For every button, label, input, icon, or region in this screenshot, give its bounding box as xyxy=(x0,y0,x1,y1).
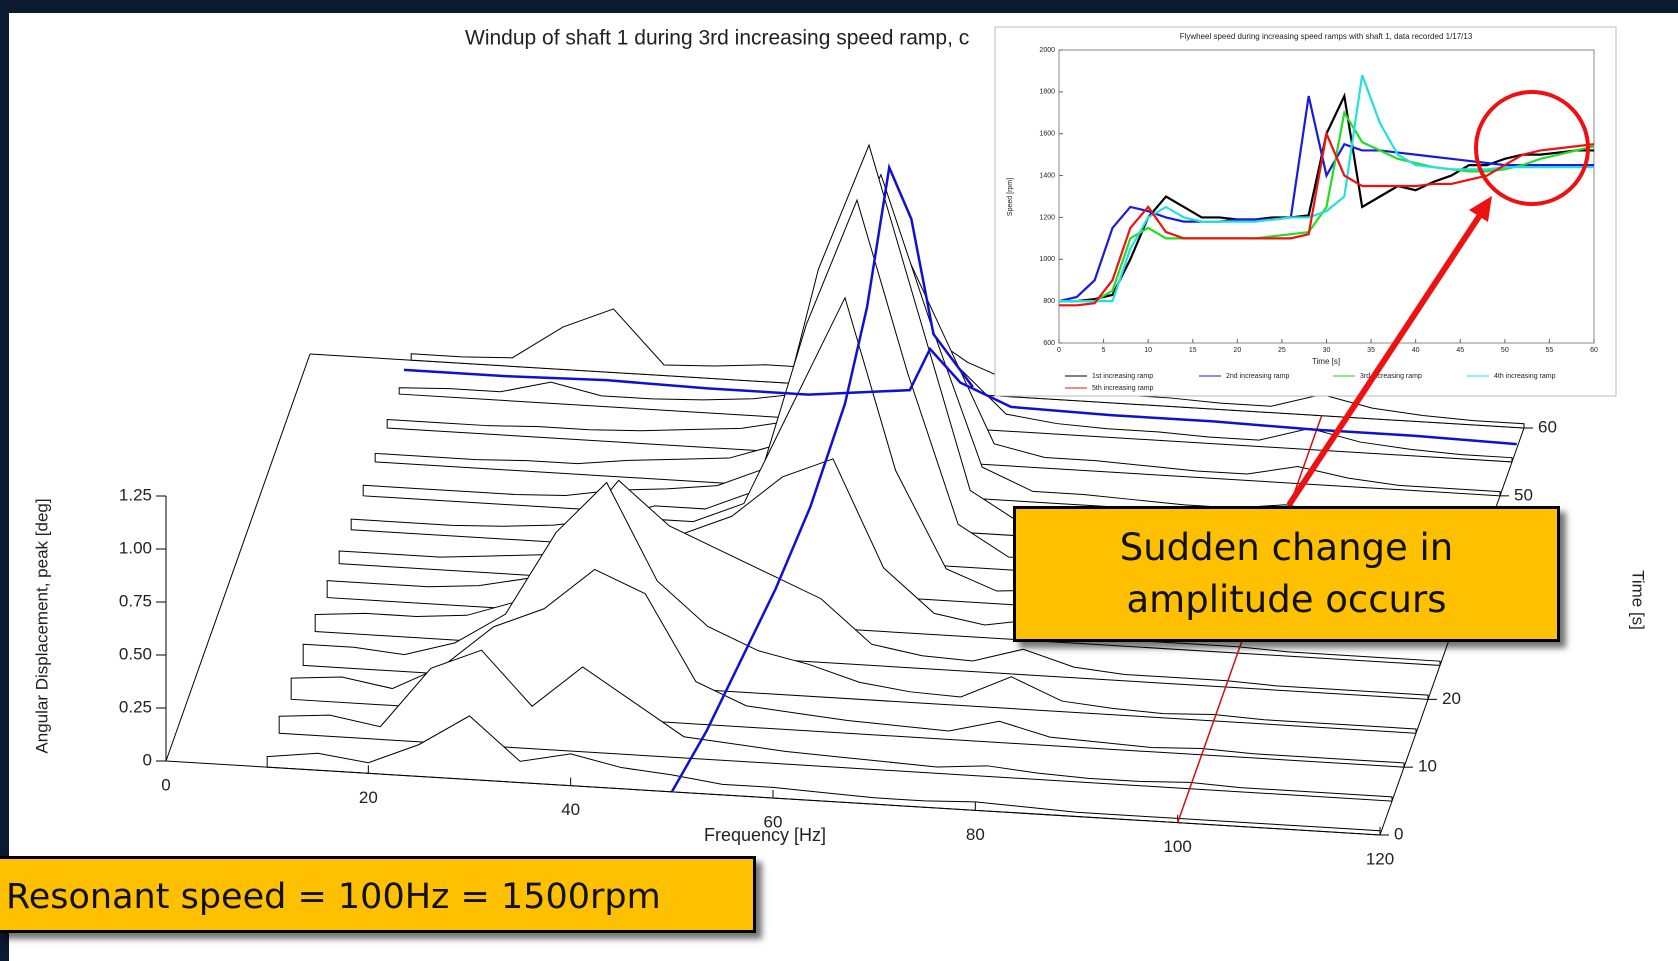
highlight-circle xyxy=(1474,90,1590,206)
x-tick-label: 55 xyxy=(1546,347,1554,354)
x-tick-label: 10 xyxy=(1144,347,1152,354)
legend-label: 5th increasing ramp xyxy=(1092,385,1154,392)
y-tick-label: 10 xyxy=(1418,757,1437,776)
inset-chart: Flywheel speed during increasing speed r… xyxy=(994,26,1617,397)
legend-label: 1st increasing ramp xyxy=(1092,373,1153,380)
waterfall-title: Windup of shaft 1 during 3rd increasing … xyxy=(465,27,969,50)
highlight-trace xyxy=(670,163,974,793)
annotation-line: amplitude occurs xyxy=(1126,578,1447,621)
annotation-line: Sudden change in xyxy=(1119,526,1454,569)
floor-edge xyxy=(165,353,311,762)
y-tick-label: 1000 xyxy=(1039,256,1055,263)
legend-label: 2nd increasing ramp xyxy=(1226,373,1290,380)
y-tick-label: 1800 xyxy=(1039,89,1055,96)
x-tick-label: 45 xyxy=(1456,347,1464,354)
inset-y-label: Speed [rpm] xyxy=(1007,178,1014,216)
x-tick-label: 25 xyxy=(1278,347,1286,354)
y-tick-label: 60 xyxy=(1538,417,1557,436)
x-tick-label: 5 xyxy=(1102,347,1106,354)
x-tick-label: 0 xyxy=(1057,347,1061,354)
annotation-box: Sudden change in amplitude occurs xyxy=(1013,506,1560,642)
x-axis-label: Frequency [Hz] xyxy=(704,825,826,845)
y-tick-label: 2000 xyxy=(1039,47,1055,54)
y-tick-label: 1400 xyxy=(1039,172,1055,179)
spectrum-trace xyxy=(278,649,1393,802)
y-axis-label: Time [s] xyxy=(1629,570,1648,630)
series-line xyxy=(1059,109,1595,303)
spectrum-trace xyxy=(266,715,1381,836)
x-tick-label: 40 xyxy=(561,800,580,819)
spectrum-trace xyxy=(290,568,1405,768)
waterfall: 00.250.500.751.001.250204060801001200102… xyxy=(119,143,1557,868)
x-tick-label: 80 xyxy=(966,825,985,844)
x-tick-label: 40 xyxy=(1412,347,1420,354)
x-tick-label: 50 xyxy=(1501,347,1509,354)
x-tick-label: 20 xyxy=(359,788,378,807)
y-tick-label: 1200 xyxy=(1039,214,1055,221)
series-line xyxy=(1059,129,1595,307)
x-tick-label: 120 xyxy=(1366,849,1394,868)
x-tick-label: 60 xyxy=(1590,347,1598,354)
x-tick-label: 0 xyxy=(161,775,170,794)
z-tick-label: 0.25 xyxy=(119,697,152,716)
z-tick-label: 0.50 xyxy=(119,644,152,663)
z-tick-label: 0 xyxy=(143,750,152,769)
series-line xyxy=(1059,74,1594,303)
y-tick-label: 0 xyxy=(1394,824,1403,843)
x-tick-label: 100 xyxy=(1163,837,1191,856)
x-tick-label: 60 xyxy=(764,812,783,831)
annotation-text: Resonant speed = 100Hz = 1500rpm xyxy=(6,877,661,917)
z-tick-label: 1.00 xyxy=(119,538,152,557)
y-tick-label: 50 xyxy=(1514,485,1533,504)
y-tick-label: 20 xyxy=(1442,689,1461,708)
z-axis-label: Angular Displacement, peak [deg] xyxy=(32,498,51,753)
x-tick-label: 20 xyxy=(1233,347,1241,354)
inset-title: Flywheel speed during increasing speed r… xyxy=(1180,32,1473,41)
z-tick-label: 1.25 xyxy=(119,485,152,504)
x-tick-label: 35 xyxy=(1367,347,1375,354)
annotation-box: Resonant speed = 100Hz = 1500rpm xyxy=(0,856,756,933)
highlight-trace xyxy=(403,346,1517,446)
y-tick-label: 800 xyxy=(1043,298,1055,305)
arrow-head xyxy=(1469,196,1492,222)
inset-x-label: Time [s] xyxy=(1312,357,1340,366)
legend-label: 4th increasing ramp xyxy=(1494,373,1556,380)
y-tick-label: 600 xyxy=(1043,340,1055,347)
arrow-shaft xyxy=(1286,210,1485,507)
x-tick-label: 15 xyxy=(1189,347,1197,354)
x-tick-label: 30 xyxy=(1323,347,1331,354)
legend-label: 3rd increasing ramp xyxy=(1360,373,1422,380)
inset-frame xyxy=(994,26,1617,397)
z-tick-label: 0.75 xyxy=(119,591,152,610)
y-tick-label: 1600 xyxy=(1039,131,1055,138)
